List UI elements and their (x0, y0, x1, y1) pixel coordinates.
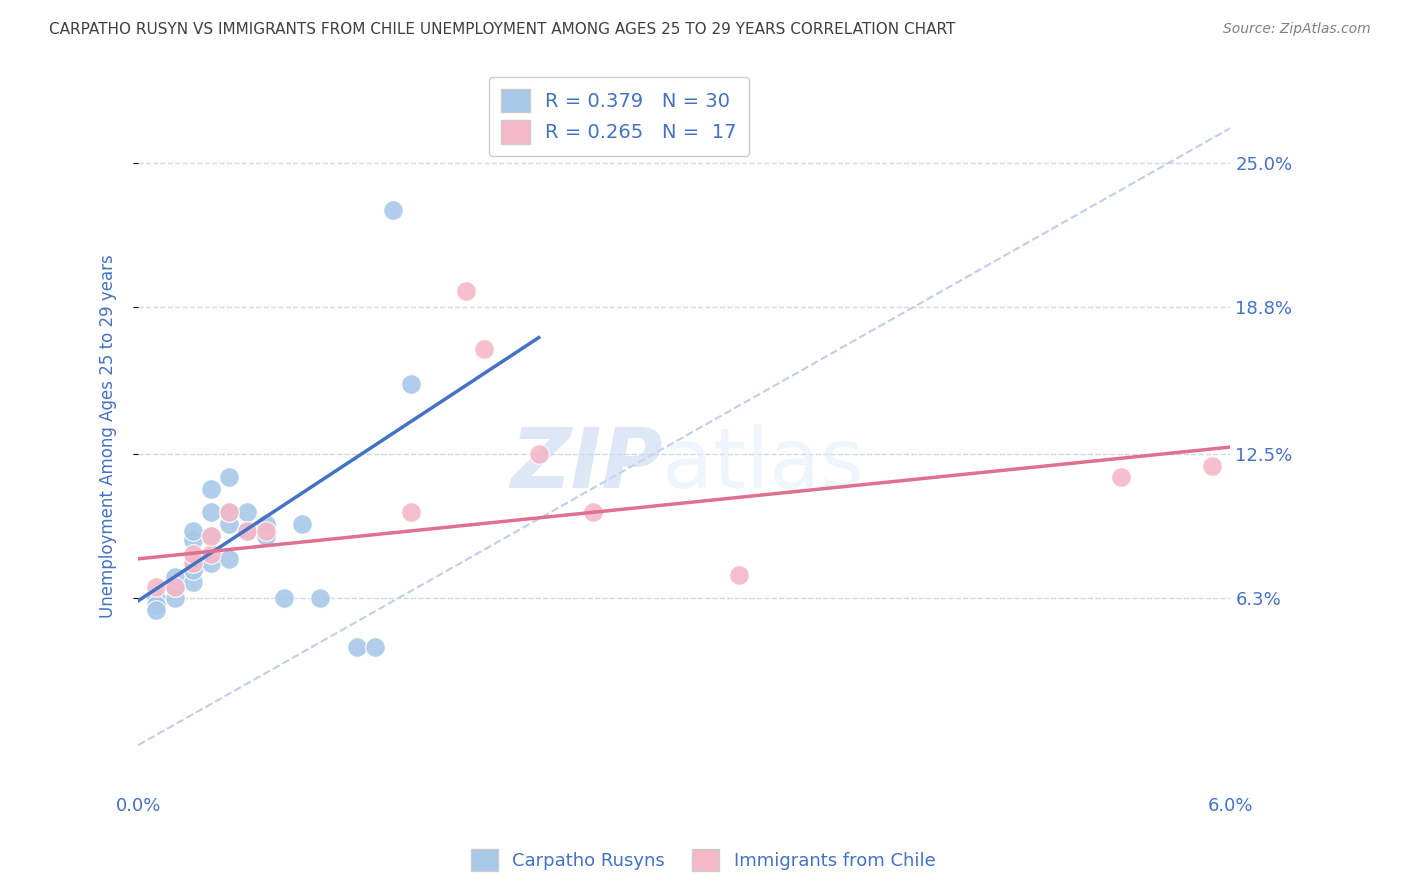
Point (181, 547, 204, 561)
Point (527, 447, 550, 461)
Legend: R = 0.379   N = 30, R = 0.265   N =  17: R = 0.379 N = 30, R = 0.265 N = 17 (489, 77, 748, 155)
Point (145, 591, 167, 606)
Point (254, 528, 277, 542)
Point (145, 599, 167, 613)
Text: atlas: atlas (662, 425, 865, 506)
Point (1201, 458, 1223, 473)
Point (309, 591, 332, 606)
Point (181, 533, 204, 548)
Point (200, 547, 222, 561)
Point (181, 575, 204, 590)
Point (382, 202, 405, 217)
Point (200, 528, 222, 542)
Point (254, 516, 277, 531)
Point (181, 564, 204, 578)
Point (364, 640, 387, 655)
Point (163, 591, 186, 606)
Point (200, 482, 222, 496)
Legend: Carpatho Rusyns, Immigrants from Chile: Carpatho Rusyns, Immigrants from Chile (464, 842, 942, 879)
Point (218, 505, 240, 519)
Point (145, 580, 167, 594)
Point (163, 580, 186, 594)
Point (236, 505, 259, 519)
Point (1109, 470, 1132, 484)
Text: Source: ZipAtlas.com: Source: ZipAtlas.com (1223, 22, 1371, 37)
Point (218, 516, 240, 531)
Point (401, 505, 423, 519)
Point (218, 470, 240, 484)
Point (163, 580, 186, 594)
Point (163, 570, 186, 584)
Text: ZIP: ZIP (510, 425, 662, 506)
Point (236, 524, 259, 538)
Point (218, 551, 240, 566)
Point (181, 557, 204, 571)
Point (346, 640, 368, 655)
Point (200, 505, 222, 519)
Point (254, 524, 277, 538)
Point (454, 284, 477, 298)
Point (236, 524, 259, 538)
Point (273, 591, 295, 606)
Point (401, 377, 423, 392)
Point (291, 516, 314, 531)
Point (200, 528, 222, 542)
Point (181, 551, 204, 566)
Point (582, 505, 605, 519)
Point (181, 524, 204, 538)
Text: CARPATHO RUSYN VS IMMIGRANTS FROM CHILE UNEMPLOYMENT AMONG AGES 25 TO 29 YEARS C: CARPATHO RUSYN VS IMMIGRANTS FROM CHILE … (49, 22, 956, 37)
Point (472, 343, 495, 357)
Point (200, 557, 222, 571)
Point (728, 568, 751, 582)
Y-axis label: Unemployment Among Ages 25 to 29 years: Unemployment Among Ages 25 to 29 years (100, 255, 117, 618)
Point (218, 505, 240, 519)
Point (145, 603, 167, 617)
